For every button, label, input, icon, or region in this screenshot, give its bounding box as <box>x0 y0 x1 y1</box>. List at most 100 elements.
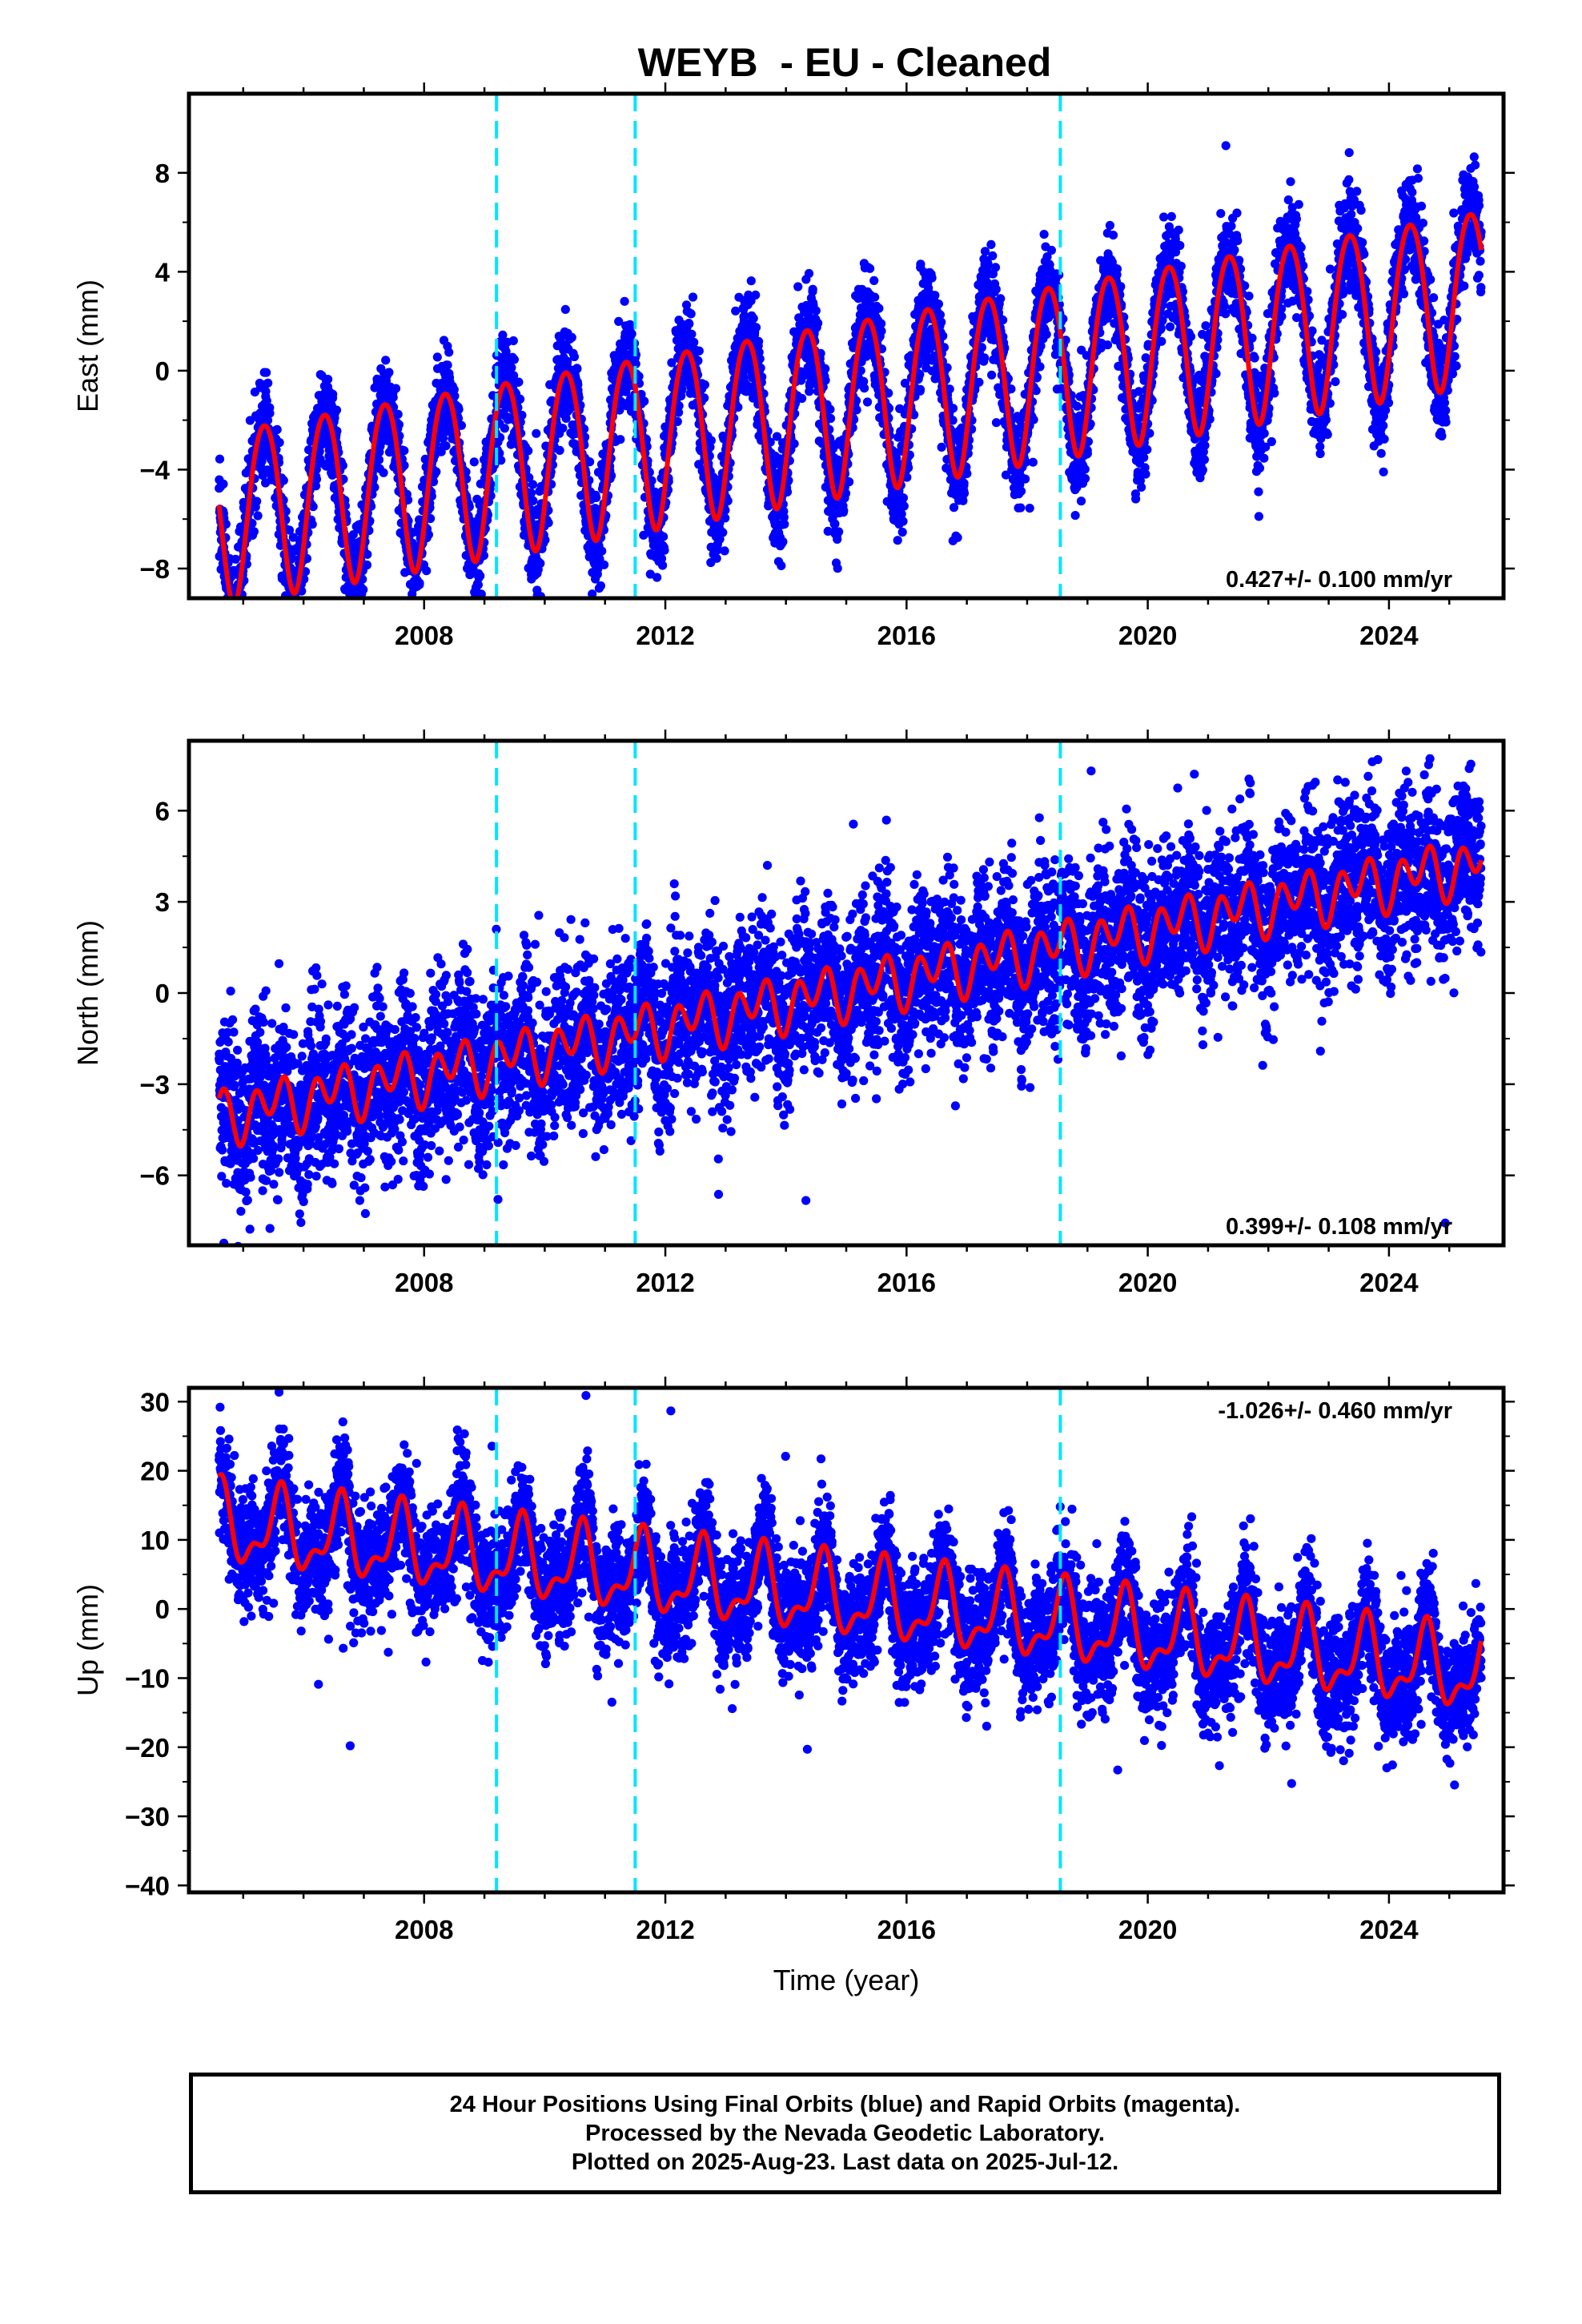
data-point <box>754 336 764 346</box>
data-point <box>287 618 296 627</box>
data-point <box>424 530 434 540</box>
data-point <box>592 493 601 503</box>
data-point <box>292 603 301 612</box>
data-point <box>293 609 302 618</box>
data-point <box>291 606 299 615</box>
data-point <box>998 316 1008 325</box>
data-point <box>235 630 244 639</box>
data-point <box>572 364 582 374</box>
data-point <box>226 627 235 636</box>
data-point <box>288 609 297 617</box>
data-point <box>290 610 299 619</box>
data-point <box>898 517 908 526</box>
data-point <box>778 537 788 547</box>
data-point <box>234 601 243 609</box>
data-point <box>544 518 553 528</box>
data-point <box>536 558 545 569</box>
data-point <box>400 460 409 470</box>
data-point <box>233 617 242 625</box>
data-point <box>331 405 342 415</box>
data-point <box>441 441 451 451</box>
data-point <box>751 323 761 332</box>
data-point <box>231 605 239 613</box>
data-point <box>1016 503 1026 513</box>
data-point <box>821 364 830 373</box>
data-point <box>227 601 235 610</box>
data-point <box>284 525 295 535</box>
data-point <box>291 621 300 629</box>
data-point <box>893 536 902 545</box>
data-point <box>265 408 275 418</box>
data-point <box>379 468 388 477</box>
data-point <box>808 284 817 294</box>
data-point <box>1031 386 1041 396</box>
data-point <box>991 284 1001 294</box>
data-point <box>363 549 372 559</box>
data-point <box>988 251 998 260</box>
data-point <box>833 564 842 573</box>
data-point <box>789 439 799 448</box>
data-point <box>328 389 338 399</box>
data-point <box>508 336 518 346</box>
data-point <box>231 600 240 609</box>
data-point <box>359 585 368 594</box>
data-point <box>223 627 231 636</box>
data-point <box>953 533 962 542</box>
data-point <box>811 306 821 316</box>
data-point <box>685 319 694 328</box>
data-point <box>874 304 884 313</box>
data-point <box>980 247 990 256</box>
data-point <box>291 602 300 611</box>
data-point <box>869 275 879 285</box>
data-point <box>517 410 527 420</box>
data-point <box>780 520 789 529</box>
data-point <box>231 621 239 630</box>
data-point <box>231 608 240 617</box>
data-point <box>285 612 294 621</box>
data-point <box>627 329 636 339</box>
data-point <box>261 387 271 396</box>
data-point <box>468 599 476 608</box>
data-point <box>400 446 409 456</box>
data-point <box>234 636 243 645</box>
data-point <box>413 603 422 612</box>
data-point <box>468 607 477 616</box>
data-point <box>652 573 662 582</box>
data-point <box>229 601 238 609</box>
data-point <box>569 352 580 362</box>
data-point <box>567 332 576 342</box>
data-point <box>915 384 926 394</box>
chart-title: WEYB - EU - Cleaned <box>638 40 1052 85</box>
data-point <box>689 337 699 348</box>
data-point <box>948 404 958 413</box>
data-point <box>524 446 533 456</box>
data-point <box>898 493 908 503</box>
data-point <box>311 481 321 491</box>
data-point <box>412 609 420 617</box>
data-point <box>252 497 262 506</box>
data-point <box>720 546 729 556</box>
data-point <box>384 368 394 377</box>
data-point <box>528 480 538 489</box>
data-point <box>300 567 311 577</box>
data-point <box>291 611 299 620</box>
data-point <box>231 628 240 637</box>
data-point <box>870 292 880 302</box>
data-point <box>1021 474 1030 484</box>
data-point <box>980 353 990 363</box>
data-point <box>219 479 228 489</box>
data-point <box>348 530 358 540</box>
data-point <box>346 602 355 611</box>
data-point <box>263 378 273 388</box>
data-point <box>712 553 721 563</box>
data-point <box>1042 330 1051 340</box>
data-point <box>257 456 267 466</box>
data-point <box>830 519 840 529</box>
data-point <box>686 309 696 319</box>
data-point <box>263 416 273 425</box>
data-point <box>287 602 295 611</box>
data-point <box>227 613 235 621</box>
plot-area-east <box>215 94 1486 645</box>
data-point <box>777 561 786 571</box>
